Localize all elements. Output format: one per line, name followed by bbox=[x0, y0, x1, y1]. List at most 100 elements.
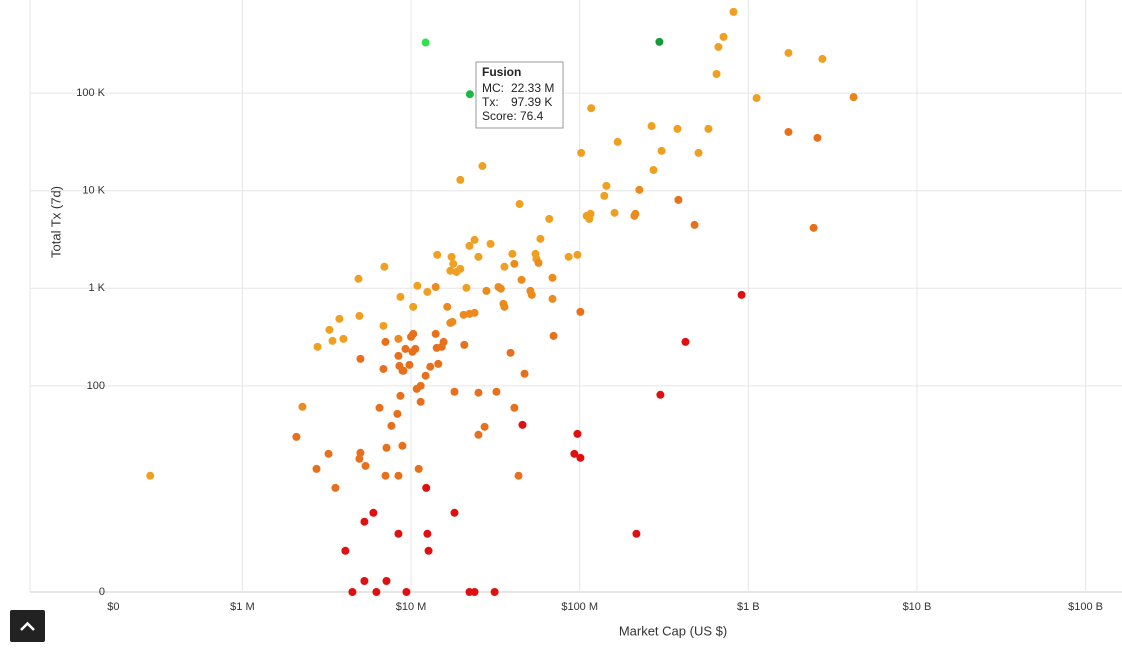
point bbox=[518, 420, 527, 429]
point bbox=[414, 464, 423, 473]
point bbox=[496, 284, 505, 293]
y-tick-label: 10 K bbox=[82, 185, 105, 197]
point bbox=[719, 32, 728, 41]
point bbox=[446, 266, 455, 275]
point bbox=[402, 588, 411, 596]
point bbox=[407, 332, 416, 341]
point bbox=[510, 403, 519, 412]
point bbox=[587, 104, 596, 113]
point bbox=[577, 148, 586, 157]
point bbox=[570, 449, 579, 458]
point bbox=[422, 483, 431, 492]
y-tick-label: 1 K bbox=[88, 282, 105, 294]
point bbox=[690, 220, 699, 229]
point bbox=[424, 546, 433, 555]
point bbox=[573, 429, 582, 438]
point bbox=[372, 588, 381, 596]
y-axis-label: Total Tx (7d) bbox=[48, 186, 63, 258]
point bbox=[394, 529, 403, 538]
x-tick-label: $0 bbox=[107, 601, 119, 613]
point bbox=[416, 397, 425, 406]
point bbox=[446, 318, 455, 327]
point bbox=[465, 90, 474, 99]
point bbox=[655, 37, 664, 46]
point bbox=[649, 165, 658, 174]
point bbox=[431, 283, 440, 292]
point bbox=[450, 508, 459, 517]
point bbox=[474, 430, 483, 439]
point bbox=[600, 191, 609, 200]
point bbox=[456, 175, 465, 184]
point bbox=[470, 235, 479, 244]
scroll-top-icon[interactable] bbox=[20, 621, 35, 631]
x-tick-label: $100 B bbox=[1068, 601, 1103, 613]
point bbox=[657, 146, 666, 155]
point bbox=[298, 402, 307, 411]
x-tick-label: $10 M bbox=[396, 601, 427, 613]
y-tick-label: 0 bbox=[99, 586, 105, 598]
point bbox=[413, 281, 422, 290]
tooltip-key: MC: bbox=[482, 81, 504, 95]
points bbox=[146, 7, 858, 596]
point bbox=[382, 443, 391, 452]
point bbox=[460, 340, 469, 349]
point bbox=[813, 133, 822, 142]
point bbox=[387, 421, 396, 430]
point bbox=[355, 311, 364, 320]
x-tick-label: $1 M bbox=[230, 601, 254, 613]
point bbox=[635, 185, 644, 194]
point bbox=[355, 454, 364, 463]
point bbox=[729, 7, 738, 16]
point bbox=[431, 329, 440, 338]
point bbox=[375, 403, 384, 412]
point bbox=[381, 337, 390, 346]
point bbox=[360, 517, 369, 526]
point bbox=[356, 354, 365, 363]
point bbox=[534, 258, 543, 267]
x-tick-label: $10 B bbox=[903, 601, 932, 613]
point bbox=[694, 148, 703, 157]
point bbox=[548, 294, 557, 303]
point bbox=[443, 302, 452, 311]
point bbox=[412, 384, 421, 393]
point bbox=[423, 287, 432, 296]
point bbox=[409, 302, 418, 311]
point bbox=[462, 283, 471, 292]
point bbox=[447, 252, 456, 261]
point bbox=[515, 200, 524, 209]
point bbox=[381, 471, 390, 480]
point bbox=[450, 387, 459, 396]
point bbox=[341, 546, 350, 555]
point bbox=[396, 391, 405, 400]
point bbox=[486, 239, 495, 248]
point bbox=[394, 471, 403, 480]
point bbox=[681, 337, 690, 346]
scroll-top-button[interactable] bbox=[10, 610, 45, 642]
point bbox=[527, 290, 536, 299]
point bbox=[752, 94, 761, 103]
point bbox=[325, 325, 334, 334]
point bbox=[411, 344, 420, 353]
point bbox=[656, 390, 665, 399]
point bbox=[433, 250, 442, 259]
tooltip-title: Fusion bbox=[482, 65, 521, 79]
point bbox=[514, 471, 523, 480]
point bbox=[474, 388, 483, 397]
point bbox=[470, 588, 479, 596]
point bbox=[809, 223, 818, 232]
point bbox=[737, 290, 746, 299]
point bbox=[482, 286, 491, 295]
x-tick-label: $1 B bbox=[737, 601, 760, 613]
point bbox=[478, 162, 487, 171]
point bbox=[354, 274, 363, 283]
scroll-top-bg[interactable] bbox=[10, 610, 45, 642]
point bbox=[405, 360, 414, 369]
tooltip-value: 22.33 M bbox=[511, 81, 554, 95]
point bbox=[360, 577, 369, 585]
point bbox=[292, 432, 301, 441]
point bbox=[393, 409, 402, 418]
point bbox=[508, 249, 517, 258]
point bbox=[602, 181, 611, 190]
point bbox=[449, 259, 458, 268]
